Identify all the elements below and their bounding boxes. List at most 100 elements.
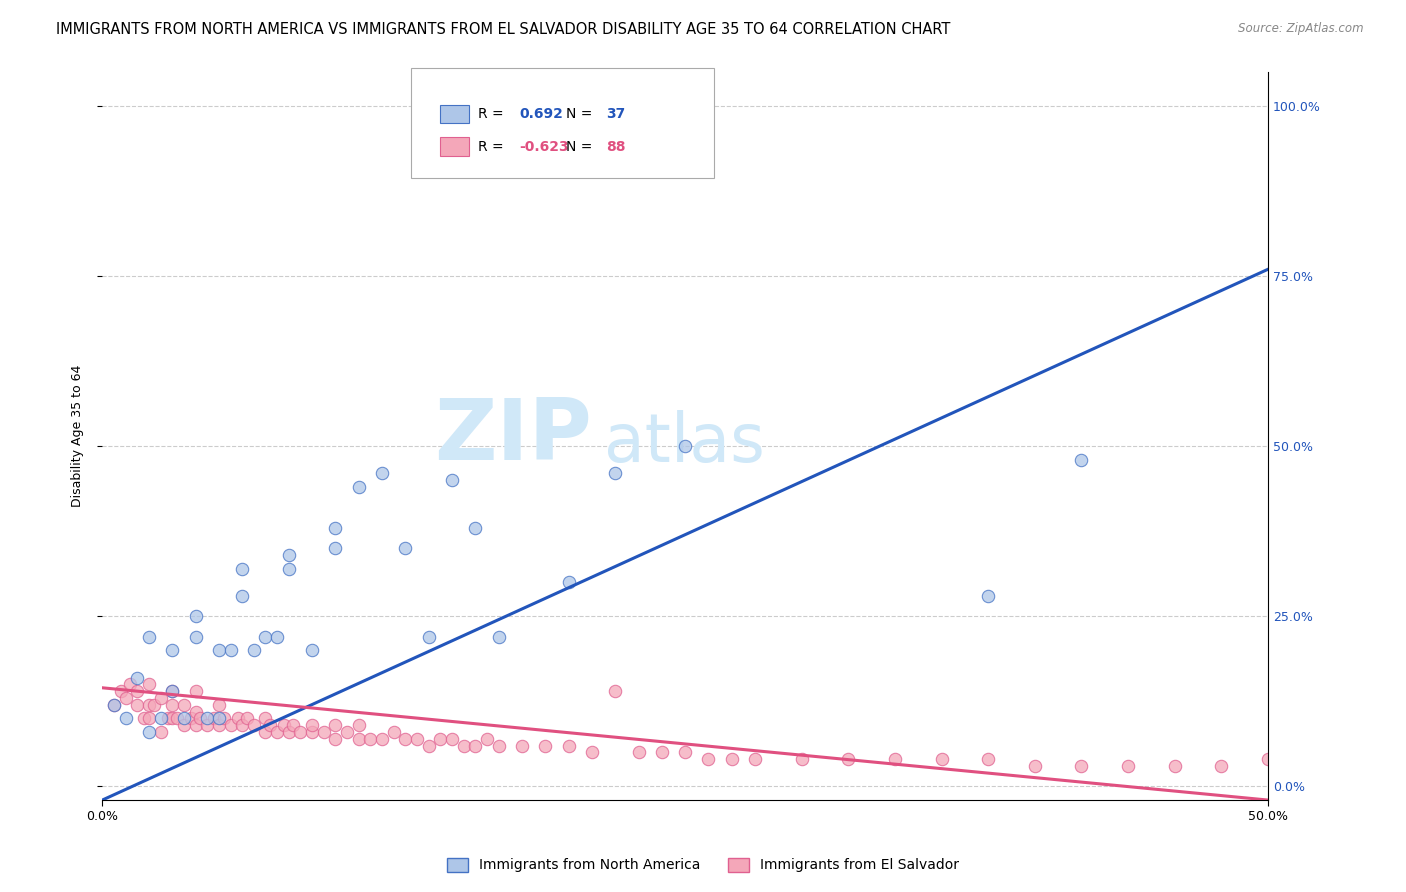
Point — [243, 643, 266, 657]
Point — [290, 725, 312, 739]
Point — [110, 684, 132, 698]
Point — [394, 541, 416, 556]
Point — [429, 731, 451, 746]
Point — [162, 684, 184, 698]
Point — [149, 691, 172, 706]
Point — [1070, 759, 1092, 773]
Point — [605, 467, 627, 481]
FancyBboxPatch shape — [440, 104, 470, 123]
Point — [142, 698, 165, 712]
Text: -0.623: -0.623 — [520, 140, 569, 154]
Point — [226, 711, 249, 725]
Point — [156, 711, 179, 725]
Point — [184, 609, 207, 624]
Point — [162, 698, 184, 712]
Point — [236, 711, 259, 725]
FancyBboxPatch shape — [411, 69, 714, 178]
Point — [127, 698, 149, 712]
Text: 0.692: 0.692 — [520, 107, 564, 121]
Point — [114, 691, 136, 706]
Point — [103, 698, 125, 712]
Point — [266, 725, 288, 739]
Point — [114, 711, 136, 725]
Point — [301, 725, 323, 739]
Legend: Immigrants from North America, Immigrants from El Salvador: Immigrants from North America, Immigrant… — [441, 852, 965, 878]
Point — [581, 746, 603, 760]
Point — [219, 718, 242, 732]
Point — [382, 725, 405, 739]
Point — [1116, 759, 1139, 773]
Point — [301, 643, 323, 657]
Point — [134, 711, 156, 725]
Point — [464, 739, 486, 753]
Point — [208, 643, 231, 657]
Point — [394, 731, 416, 746]
Point — [231, 562, 253, 576]
Point — [138, 677, 160, 691]
Point — [173, 698, 195, 712]
Point — [138, 711, 160, 725]
Text: Source: ZipAtlas.com: Source: ZipAtlas.com — [1239, 22, 1364, 36]
Point — [627, 746, 650, 760]
Point — [259, 718, 281, 732]
Text: ZIP: ZIP — [434, 394, 592, 477]
Point — [884, 752, 907, 766]
Point — [184, 705, 207, 719]
Point — [138, 698, 160, 712]
Point — [212, 711, 235, 725]
Point — [475, 731, 498, 746]
Text: 88: 88 — [606, 140, 626, 154]
Point — [1303, 759, 1326, 773]
Text: IMMIGRANTS FROM NORTH AMERICA VS IMMIGRANTS FROM EL SALVADOR DISABILITY AGE 35 T: IMMIGRANTS FROM NORTH AMERICA VS IMMIGRA… — [56, 22, 950, 37]
Y-axis label: Disability Age 35 to 64: Disability Age 35 to 64 — [72, 365, 84, 508]
Point — [347, 480, 370, 494]
Point — [127, 671, 149, 685]
Point — [254, 725, 277, 739]
Text: N =: N = — [567, 140, 598, 154]
Point — [347, 731, 370, 746]
Point — [336, 725, 359, 739]
Point — [254, 630, 277, 644]
Point — [1163, 759, 1185, 773]
Point — [184, 684, 207, 698]
Point — [1396, 752, 1406, 766]
FancyBboxPatch shape — [440, 137, 470, 156]
Point — [1257, 752, 1279, 766]
Point — [977, 589, 1000, 603]
Point — [180, 711, 202, 725]
Point — [208, 718, 231, 732]
Text: N =: N = — [567, 107, 598, 121]
Point — [488, 630, 510, 644]
Text: atlas: atlas — [603, 410, 765, 476]
Point — [184, 718, 207, 732]
Point — [173, 718, 195, 732]
Point — [325, 521, 347, 535]
Point — [162, 643, 184, 657]
Point — [418, 630, 440, 644]
Point — [138, 630, 160, 644]
Point — [1024, 759, 1046, 773]
Point — [149, 725, 172, 739]
Point — [557, 575, 579, 590]
Point — [673, 439, 696, 453]
Point — [162, 684, 184, 698]
Point — [208, 698, 231, 712]
Point — [231, 589, 253, 603]
Point — [931, 752, 953, 766]
Point — [790, 752, 813, 766]
Point — [273, 718, 295, 732]
Text: R =: R = — [478, 140, 508, 154]
Point — [977, 752, 1000, 766]
Point — [231, 718, 253, 732]
Point — [173, 711, 195, 725]
Point — [371, 731, 394, 746]
Point — [557, 739, 579, 753]
Point — [325, 541, 347, 556]
Point — [440, 731, 463, 746]
Point — [1350, 765, 1372, 780]
Point — [1211, 759, 1233, 773]
Point — [440, 473, 463, 487]
Point — [277, 725, 299, 739]
Point — [406, 731, 429, 746]
Point — [149, 711, 172, 725]
